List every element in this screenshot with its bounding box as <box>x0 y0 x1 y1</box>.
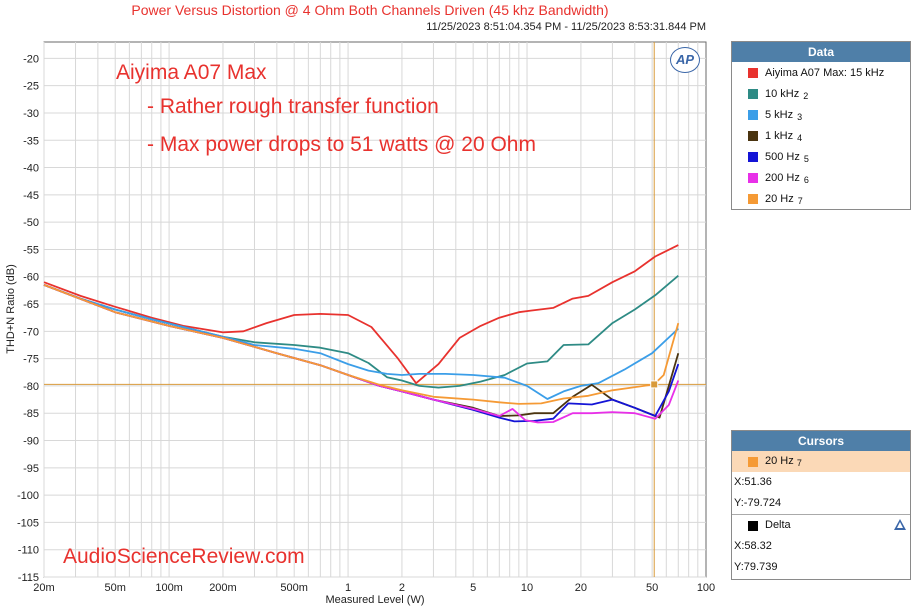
legend-swatch <box>748 67 758 78</box>
x-tick-label: 50m <box>105 582 126 594</box>
note-rough-transfer: - Rather rough transfer function <box>147 95 439 118</box>
legend-swatch <box>748 109 758 120</box>
x-tick-label: 10 <box>521 582 533 594</box>
delta-label: Delta <box>765 519 791 531</box>
legend-subscript: 3 <box>797 111 803 122</box>
y-tick-label: -70 <box>23 326 39 338</box>
grid <box>43 42 706 578</box>
device-annotation: Aiyima A07 Max <box>116 61 267 84</box>
x-tick-label: 20 <box>575 582 587 594</box>
delta-y-readout: Y:79.739 <box>732 557 910 579</box>
chart-title: Power Versus Distortion @ 4 Ohm Both Cha… <box>131 2 609 18</box>
y-tick-label: -45 <box>23 190 39 202</box>
series-group <box>43 244 680 424</box>
delta-x-readout: X:58.32 <box>734 540 772 552</box>
y-tick-label: -115 <box>18 572 39 584</box>
legend-swatch <box>748 172 758 183</box>
legend-label: 20 Hz <box>765 192 794 205</box>
legend-label: Aiyima A07 Max: 15 kHz <box>765 66 885 79</box>
legend-item[interactable]: Aiyima A07 Max: 15 kHz <box>732 62 910 83</box>
x-tick-label: 2 <box>399 582 405 594</box>
x-tick-label: 500m <box>280 582 308 594</box>
data-legend-panel: Data Aiyima A07 Max: 15 kHz 10 kHz 2 5 kHz 3… <box>731 41 911 210</box>
legend-label: 200 Hz <box>765 171 800 184</box>
delta-icon[interactable] <box>894 519 906 530</box>
y-tick-label: -90 <box>23 436 39 448</box>
cursor-y-readout: Y:-79.724 <box>734 497 782 509</box>
cursor-trace-swatch <box>748 456 758 467</box>
series-line-1 <box>43 244 679 385</box>
series-line-7 <box>43 284 680 405</box>
delta-swatch <box>748 520 758 531</box>
x-tick-label: 200m <box>209 582 237 594</box>
x-tick-label: 5 <box>470 582 476 594</box>
legend-item[interactable]: 20 Hz 7 <box>732 188 910 209</box>
cursor-trace-sub: 7 <box>796 458 802 468</box>
legend-swatch <box>748 88 758 99</box>
y-tick-label: -105 <box>17 517 39 529</box>
y-tick-label: -55 <box>23 244 39 256</box>
x-tick-label: 20m <box>33 582 54 594</box>
x-tick-label: 1 <box>345 582 351 594</box>
y-tick-label: -75 <box>23 354 39 366</box>
legend-item[interactable]: 200 Hz 6 <box>732 167 910 188</box>
legend-swatch <box>748 130 758 141</box>
cursors-panel: Cursors 20 Hz 7 X:51.36 Y:-79.724 Delta … <box>731 430 911 580</box>
y-tick-label: -50 <box>23 217 39 229</box>
x-tick-label: 100 <box>697 582 715 594</box>
legend-item[interactable]: 1 kHz 4 <box>732 125 910 146</box>
note-max-power: - Max power drops to 51 watts @ 20 Ohm <box>147 133 536 156</box>
series-line-3 <box>43 284 679 400</box>
legend-item[interactable]: 10 kHz 2 <box>732 83 910 104</box>
x-axis-label: Measured Level (W) <box>325 594 424 606</box>
y-tick-label: -100 <box>17 490 39 502</box>
annotation-group: Aiyima A07 Max - Rather rough transfer f… <box>63 61 536 568</box>
legend-subscript: 2 <box>803 90 809 101</box>
delta-row[interactable]: Delta <box>732 514 910 536</box>
watermark: AudioScienceReview.com <box>63 545 305 568</box>
data-panel-header: Data <box>732 42 910 62</box>
cursor-marker <box>650 380 659 389</box>
y-tick-label: -35 <box>23 135 39 147</box>
axis-ticks: -20 -25 -30 -35 -40 -45 -50 -55 -60 -65 -70 -75 -80 -… <box>17 53 715 594</box>
y-axis-label: THD+N Ratio (dB) <box>5 264 17 354</box>
y-tick-label: -65 <box>23 299 39 311</box>
legend-subscript: 4 <box>797 132 803 143</box>
y-tick-label: -40 <box>23 163 39 175</box>
legend-item[interactable]: 500 Hz 5 <box>732 146 910 167</box>
y-tick-label: -60 <box>23 272 39 284</box>
y-tick-label: -25 <box>23 81 39 93</box>
legend-list: Aiyima A07 Max: 15 kHz 10 kHz 2 5 kHz 3 1 kHz… <box>732 62 910 209</box>
y-tick-label: -85 <box>23 408 39 420</box>
y-tick-label: -95 <box>23 463 39 475</box>
ap-logo: AP <box>670 47 700 73</box>
cursor-x-readout: X:51.36 <box>734 476 772 488</box>
legend-subscript: 7 <box>797 195 803 206</box>
cursor-trace-selector[interactable]: 20 Hz 7 <box>732 451 910 472</box>
legend-label: 500 Hz <box>765 150 800 163</box>
cursor-trace-label: 20 Hz <box>765 455 794 467</box>
legend-swatch <box>748 151 758 162</box>
legend-swatch <box>748 193 758 204</box>
legend-subscript: 5 <box>803 153 809 164</box>
y-tick-label: -30 <box>23 108 39 120</box>
legend-label: 1 kHz <box>765 129 794 142</box>
timestamp: 11/25/2023 8:51:04.354 PM - 11/25/2023 8… <box>426 21 706 33</box>
legend-item[interactable]: 5 kHz 3 <box>732 104 910 125</box>
plot-background <box>43 41 707 578</box>
y-tick-label: -110 <box>18 545 39 557</box>
x-tick-label: 100m <box>155 582 183 594</box>
cursors-panel-header: Cursors <box>732 431 910 451</box>
legend-subscript: 6 <box>803 174 809 185</box>
legend-label: 5 kHz <box>765 108 794 121</box>
x-tick-label: 50 <box>646 582 658 594</box>
y-tick-label: -80 <box>23 381 39 393</box>
y-tick-label: -20 <box>23 53 39 65</box>
legend-label: 10 kHz <box>765 87 800 100</box>
